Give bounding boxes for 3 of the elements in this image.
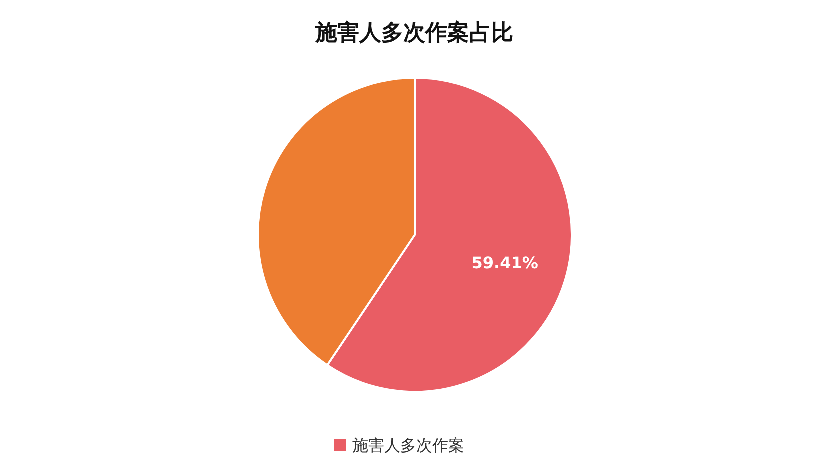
chart-title: 施害人多次作案占比 — [314, 20, 514, 46]
legend-label: 施害人多次作案 — [352, 436, 464, 455]
data-label: 59.41% — [472, 253, 538, 272]
